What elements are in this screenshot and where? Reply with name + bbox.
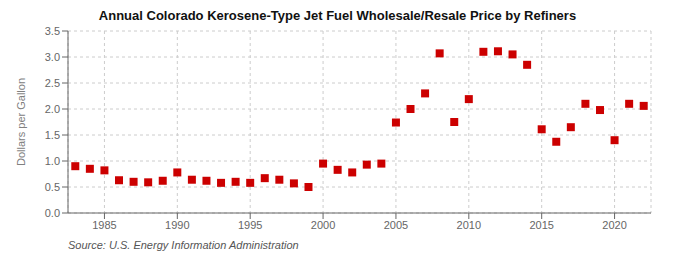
svg-text:1.5: 1.5 — [45, 129, 60, 141]
svg-text:3.5: 3.5 — [45, 25, 60, 37]
svg-text:2020: 2020 — [602, 219, 626, 231]
svg-text:0.5: 0.5 — [45, 181, 60, 193]
svg-text:1995: 1995 — [238, 219, 262, 231]
svg-text:1985: 1985 — [92, 219, 116, 231]
svg-text:Dollars per Gallon: Dollars per Gallon — [15, 78, 27, 166]
svg-text:2015: 2015 — [529, 219, 553, 231]
html-text:Source: U.S. Energy Informatio: Source: U.S. Energy Information Administ… — [68, 239, 299, 251]
svg-text:2010: 2010 — [457, 219, 481, 231]
svg-text:2005: 2005 — [384, 219, 408, 231]
svg-text:2.5: 2.5 — [45, 77, 60, 89]
svg-text:1.0: 1.0 — [45, 155, 60, 167]
svg-text:3.0: 3.0 — [45, 51, 60, 63]
svg-text:0.0: 0.0 — [45, 207, 60, 219]
svg-text:2000: 2000 — [311, 219, 335, 231]
svg-text:2.0: 2.0 — [45, 103, 60, 115]
svg-text:1990: 1990 — [165, 219, 189, 231]
html-text:Annual Colorado Kerosene-Type: Annual Colorado Kerosene-Type Jet Fuel W… — [98, 8, 577, 23]
